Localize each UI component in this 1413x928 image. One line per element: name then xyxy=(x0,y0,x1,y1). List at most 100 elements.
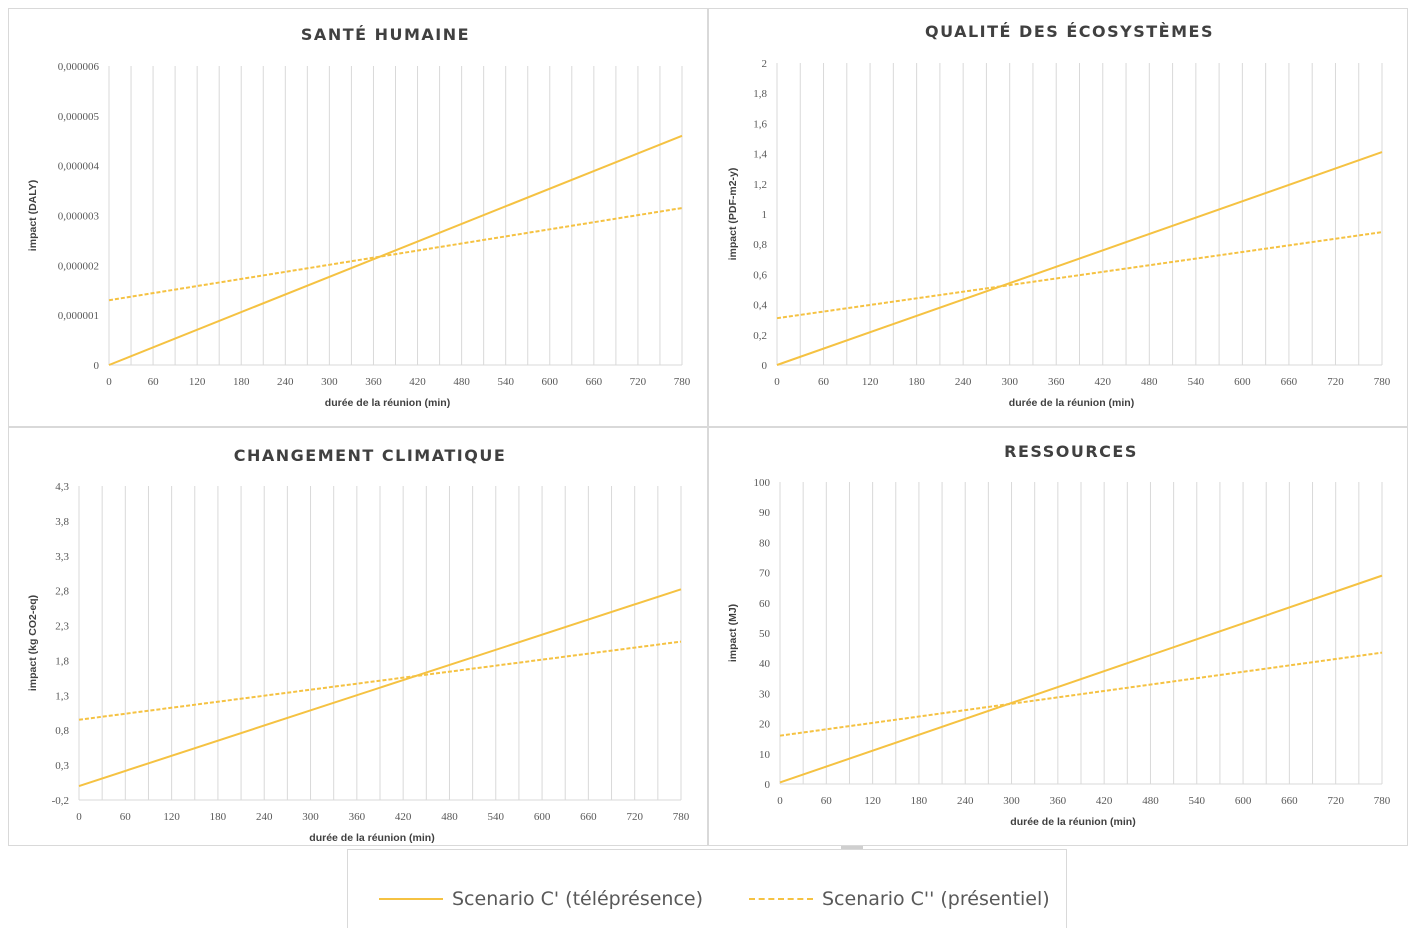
y-tick-label: 0,000002 xyxy=(58,260,99,272)
x-tick-label: 240 xyxy=(957,795,974,807)
y-tick-label: 30 xyxy=(759,688,771,700)
y-tick-label: 0,000004 xyxy=(58,161,100,173)
y-tick-label: 3,8 xyxy=(55,516,69,528)
y-tick-label: 2,8 xyxy=(55,586,69,598)
x-tick-label: 0 xyxy=(777,795,783,807)
x-tick-label: 480 xyxy=(441,811,458,823)
x-tick-label: 360 xyxy=(1050,795,1067,807)
legend-solid-line-icon xyxy=(379,898,443,900)
y-tick-label: 1,3 xyxy=(55,690,69,702)
y-tick-label: 100 xyxy=(754,477,771,489)
x-tick-label: 360 xyxy=(1048,376,1065,388)
x-tick-label: 120 xyxy=(864,795,881,807)
x-tick-label: 600 xyxy=(534,811,551,823)
y-tick-label: 4,3 xyxy=(55,481,69,493)
y-tick-label: -0,2 xyxy=(52,795,69,807)
x-tick-label: 180 xyxy=(210,811,227,823)
y-tick-label: 1,8 xyxy=(753,88,767,100)
y-tick-label: 0,000001 xyxy=(58,310,99,322)
chart-panel-qualite-ecosystemes: QUALITÉ DES ÉCOSYSTÈMES 0 0,2 0,4 0,6 0,8 1 1,2… xyxy=(708,8,1408,427)
y-tick-label: 0,000006 xyxy=(58,61,100,73)
y-tick-label: 20 xyxy=(759,719,771,731)
y-tick-label: 0 xyxy=(94,360,100,372)
legend: Scenario C' (téléprésence) Scenario C'' … xyxy=(347,849,1067,928)
chart-svg: SANTÉ HUMAINE 0 0,000001 0,000002 0,000003 0,… xyxy=(9,9,709,428)
chart-svg: CHANGEMENT CLIMATIQUE -0,2 0,3 0,8 1,3 1,8 2,3… xyxy=(9,428,709,847)
y-tick-label: 0,4 xyxy=(753,300,767,312)
y-tick-label: 2 xyxy=(762,58,768,70)
x-tick-label: 420 xyxy=(1096,795,1113,807)
x-tick-label: 660 xyxy=(1281,376,1298,388)
y-tick-label: 0 xyxy=(765,779,771,791)
x-tick-label: 180 xyxy=(233,376,250,388)
x-tick-label: 780 xyxy=(1374,376,1391,388)
y-tick-label: 1 xyxy=(762,209,768,221)
chart-panel-ressources: RESSOURCES 0 10 20 30 40 50 60 70 80 90 100 0 60 120 18… xyxy=(708,427,1408,846)
y-tick-label: 1,8 xyxy=(55,655,69,667)
x-tick-label: 120 xyxy=(163,811,180,823)
x-tick-label: 240 xyxy=(955,376,972,388)
x-tick-label: 780 xyxy=(674,376,691,388)
x-tick-label: 300 xyxy=(302,811,319,823)
x-tick-label: 600 xyxy=(542,376,559,388)
y-tick-label: 1,4 xyxy=(753,149,767,161)
x-tick-label: 540 xyxy=(1188,376,1205,388)
y-tick-label: 50 xyxy=(759,628,771,640)
x-tick-label: 720 xyxy=(1327,376,1344,388)
y-tick-label: 40 xyxy=(759,658,771,670)
y-tick-label: 80 xyxy=(759,537,771,549)
x-tick-label: 120 xyxy=(189,376,206,388)
x-axis-label: durée de la réunion (min) xyxy=(325,397,450,409)
x-tick-label: 360 xyxy=(365,376,382,388)
chart-title: CHANGEMENT CLIMATIQUE xyxy=(234,446,507,465)
chart-title: QUALITÉ DES ÉCOSYSTÈMES xyxy=(925,22,1214,41)
y-axis-label: impact (DALY) xyxy=(27,180,39,251)
x-tick-label: 600 xyxy=(1235,795,1252,807)
chart-title: RESSOURCES xyxy=(1004,442,1138,461)
x-tick-label: 240 xyxy=(277,376,294,388)
y-tick-label: 0,3 xyxy=(55,760,69,772)
x-tick-label: 540 xyxy=(1189,795,1206,807)
x-tick-label: 420 xyxy=(1095,376,1112,388)
y-tick-label: 60 xyxy=(759,598,771,610)
x-tick-label: 420 xyxy=(409,376,426,388)
x-tick-label: 60 xyxy=(120,811,132,823)
y-tick-label: 0,8 xyxy=(753,239,767,251)
y-tick-label: 0,000003 xyxy=(58,211,100,223)
x-tick-label: 300 xyxy=(1001,376,1018,388)
x-tick-label: 480 xyxy=(1141,376,1158,388)
x-tick-label: 600 xyxy=(1234,376,1251,388)
x-tick-label: 720 xyxy=(1327,795,1344,807)
x-axis-label: durée de la réunion (min) xyxy=(1009,397,1134,409)
x-tick-label: 60 xyxy=(821,795,833,807)
chart-svg: RESSOURCES 0 10 20 30 40 50 60 70 80 90 100 0 60 120 18… xyxy=(709,428,1409,847)
x-tick-label: 660 xyxy=(1281,795,1298,807)
y-axis-label: impact (MJ) xyxy=(727,604,739,662)
x-tick-label: 60 xyxy=(818,376,830,388)
x-tick-label: 540 xyxy=(488,811,505,823)
x-tick-label: 420 xyxy=(395,811,412,823)
y-tick-label: 90 xyxy=(759,507,771,519)
y-tick-label: 2,3 xyxy=(55,621,69,633)
legend-label: Scenario C' (téléprésence) xyxy=(452,888,703,910)
y-tick-label: 0 xyxy=(762,360,768,372)
chart-panel-sante-humaine: SANTÉ HUMAINE 0 0,000001 0,000002 0,000003 0,… xyxy=(8,8,708,427)
chart-panel-changement-climatique: CHANGEMENT CLIMATIQUE -0,2 0,3 0,8 1,3 1,8 2,3… xyxy=(8,427,708,846)
y-tick-label: 3,3 xyxy=(55,551,69,563)
y-tick-label: 0,6 xyxy=(753,269,767,281)
x-tick-label: 0 xyxy=(774,376,780,388)
x-tick-label: 300 xyxy=(1003,795,1020,807)
legend-item-presentiel: Scenario C'' (présentiel) xyxy=(749,888,1050,910)
x-tick-label: 60 xyxy=(148,376,160,388)
legend-label: Scenario C'' (présentiel) xyxy=(822,888,1050,910)
x-axis-label: durée de la réunion (min) xyxy=(309,832,434,844)
x-tick-label: 120 xyxy=(862,376,879,388)
x-tick-label: 660 xyxy=(586,376,603,388)
x-tick-label: 0 xyxy=(76,811,82,823)
x-tick-label: 300 xyxy=(321,376,338,388)
x-tick-label: 480 xyxy=(453,376,470,388)
x-tick-label: 540 xyxy=(497,376,514,388)
legend-item-teleprésence: Scenario C' (téléprésence) xyxy=(379,888,703,910)
x-tick-label: 180 xyxy=(911,795,928,807)
y-axis-label: impact (PDF-m2-y) xyxy=(727,168,739,261)
